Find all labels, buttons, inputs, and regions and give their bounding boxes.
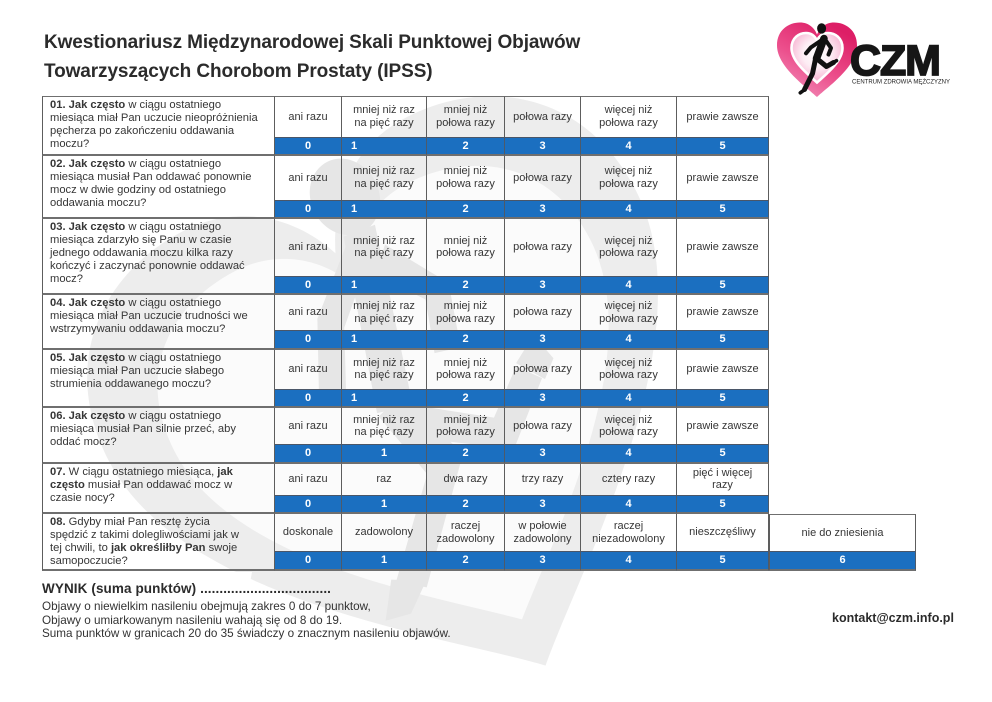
svg-text:CZM: CZM	[850, 37, 940, 85]
svg-text:CENTRUM ZDROWIA MĘŻCZYZNY: CENTRUM ZDROWIA MĘŻCZYZNY	[852, 79, 950, 86]
